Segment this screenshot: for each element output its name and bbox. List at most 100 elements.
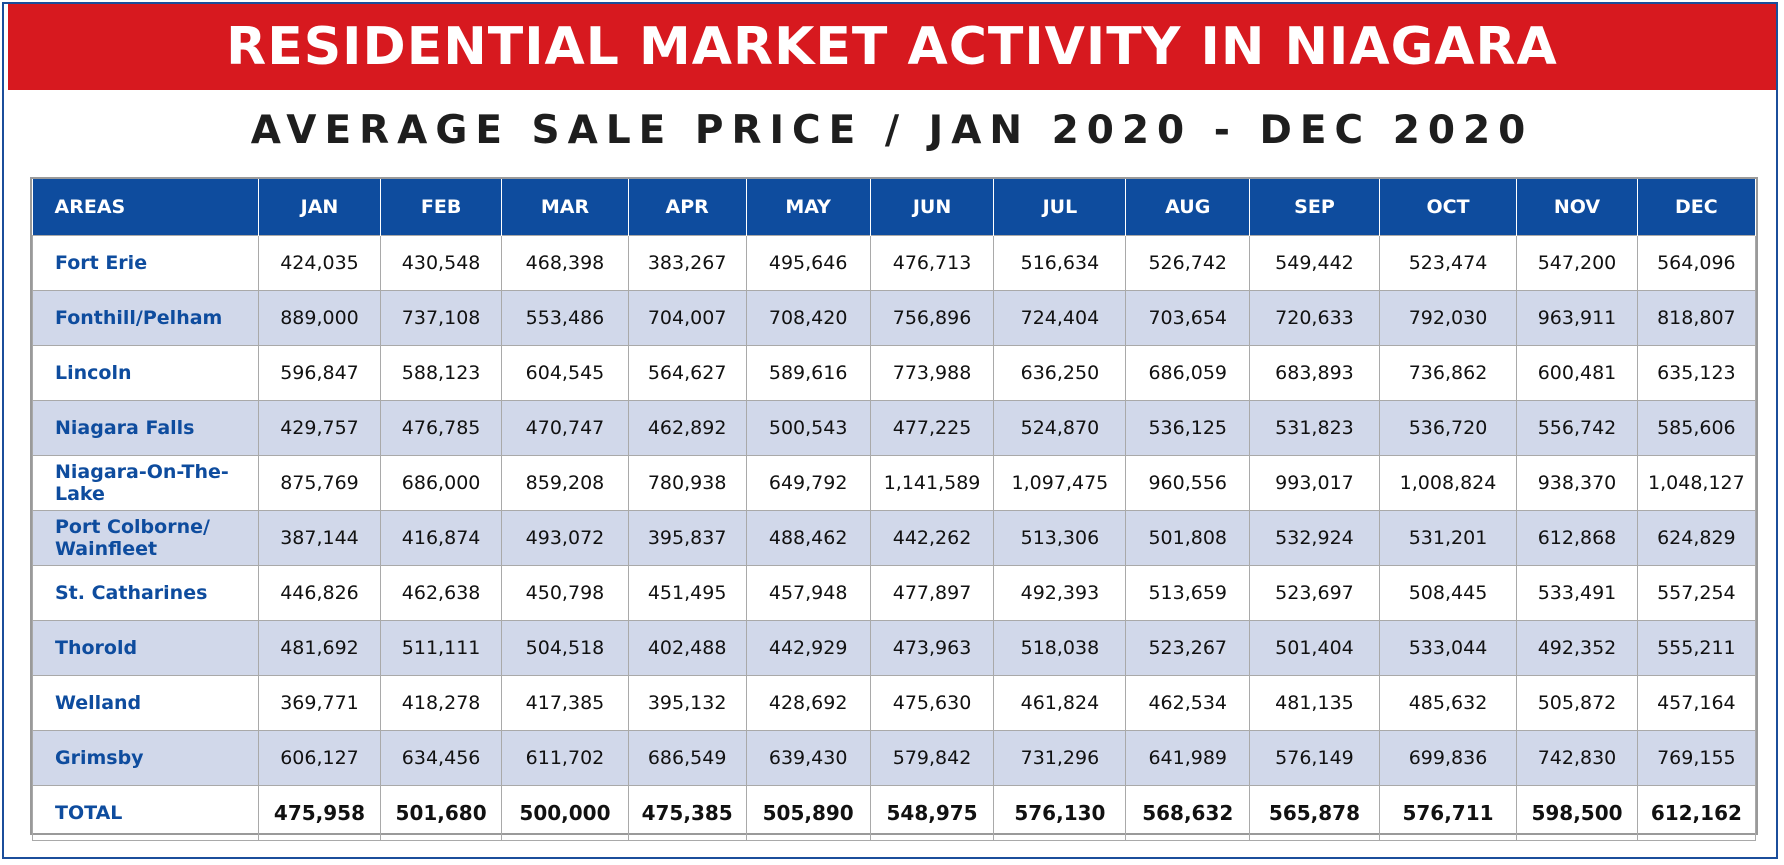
price-cell: 611,702 — [501, 730, 629, 786]
price-cell: 523,697 — [1249, 565, 1380, 621]
price-cell: 604,545 — [501, 345, 629, 401]
price-cell: 505,872 — [1516, 675, 1638, 731]
table-row: Fonthill/Pelham 889,000 737,108 553,486 704,… — [31, 290, 1757, 346]
price-cell: 536,125 — [1125, 400, 1251, 456]
price-cell: 724,404 — [993, 290, 1127, 346]
price-cell: 395,837 — [627, 510, 747, 566]
price-cell: 524,870 — [993, 400, 1127, 456]
price-cell: 549,442 — [1249, 235, 1380, 291]
price-cell: 576,711 — [1378, 785, 1518, 841]
price-cell: 416,874 — [379, 510, 503, 566]
price-cell: 475,630 — [869, 675, 995, 731]
price-cell: 518,038 — [993, 620, 1127, 676]
price-cell: 500,543 — [745, 400, 871, 456]
price-cell: 532,924 — [1249, 510, 1380, 566]
price-cell: 476,785 — [379, 400, 503, 456]
price-cell: 889,000 — [258, 290, 381, 346]
price-cell: 589,616 — [745, 345, 871, 401]
price-cell: 531,823 — [1249, 400, 1380, 456]
price-cell: 468,398 — [501, 235, 629, 291]
price-cell: 470,747 — [501, 400, 629, 456]
price-cell: 516,634 — [993, 235, 1127, 291]
price-cell: 636,250 — [993, 345, 1127, 401]
price-cell: 523,474 — [1378, 235, 1518, 291]
price-cell: 495,646 — [745, 235, 871, 291]
price-cell: 481,135 — [1249, 675, 1380, 731]
price-cell: 960,556 — [1125, 455, 1251, 511]
table-body: Fort Erie 424,035 430,548 468,398 383,267 495… — [31, 235, 1757, 841]
price-cell: 451,495 — [627, 565, 747, 621]
price-cell: 641,989 — [1125, 730, 1251, 786]
price-cell: 475,385 — [627, 785, 747, 841]
price-cell: 792,030 — [1378, 290, 1518, 346]
column-header-sep: SEP — [1249, 179, 1380, 236]
table-row: Port Colborne/ Wainfleet 387,144 416,874 49… — [31, 510, 1757, 566]
price-cell: 457,164 — [1636, 675, 1757, 731]
table-row: Grimsby 606,127 634,456 611,702 686,549 639,4… — [31, 730, 1757, 786]
price-cell: 564,627 — [627, 345, 747, 401]
price-cell: 686,059 — [1125, 345, 1251, 401]
column-header-dec: DEC — [1637, 179, 1757, 236]
price-cell: 475,958 — [258, 785, 381, 841]
price-cell: 731,296 — [993, 730, 1127, 786]
price-cell: 769,155 — [1636, 730, 1757, 786]
column-header-aug: AUG — [1125, 179, 1251, 236]
price-cell: 624,829 — [1636, 510, 1757, 566]
table-row: Niagara-On-The-Lake 875,769 686,000 859,208… — [31, 455, 1757, 511]
price-cell: 501,404 — [1249, 620, 1380, 676]
price-cell: 424,035 — [258, 235, 381, 291]
price-cell: 417,385 — [501, 675, 629, 731]
price-cell: 387,144 — [258, 510, 381, 566]
price-cell: 402,488 — [627, 620, 747, 676]
price-cell: 686,549 — [627, 730, 747, 786]
price-cell: 708,420 — [745, 290, 871, 346]
price-cell: 533,044 — [1378, 620, 1518, 676]
page-subtitle: AVERAGE SALE PRICE / JAN 2020 - DEC 2020 — [250, 108, 1534, 153]
price-cell: 395,132 — [627, 675, 747, 731]
price-cell: 500,000 — [501, 785, 629, 841]
price-cell: 555,211 — [1636, 620, 1757, 676]
price-cell: 588,123 — [379, 345, 503, 401]
price-cell: 568,632 — [1125, 785, 1251, 841]
price-cell: 649,792 — [745, 455, 871, 511]
price-cell: 462,534 — [1125, 675, 1251, 731]
price-cell: 536,720 — [1378, 400, 1518, 456]
column-header-oct: OCT — [1379, 179, 1518, 236]
price-cell: 612,162 — [1636, 785, 1757, 841]
price-cell: 565,878 — [1249, 785, 1380, 841]
column-header-mar: MAR — [501, 179, 629, 236]
price-cell: 548,975 — [869, 785, 995, 841]
price-cell: 513,306 — [993, 510, 1127, 566]
price-cell: 699,836 — [1378, 730, 1518, 786]
price-cell: 457,948 — [745, 565, 871, 621]
price-cell: 442,929 — [745, 620, 871, 676]
area-name: Grimsby — [31, 730, 260, 786]
page-title: RESIDENTIAL MARKET ACTIVITY IN NIAGARA — [8, 4, 1776, 90]
price-cell: 547,200 — [1516, 235, 1638, 291]
area-name: Fonthill/Pelham — [31, 290, 260, 346]
price-cell: 756,896 — [869, 290, 995, 346]
price-cell: 596,847 — [258, 345, 381, 401]
price-cell: 462,892 — [627, 400, 747, 456]
price-cell: 780,938 — [627, 455, 747, 511]
price-cell: 488,462 — [745, 510, 871, 566]
price-cell: 737,108 — [379, 290, 503, 346]
price-cell: 477,225 — [869, 400, 995, 456]
price-cell: 485,632 — [1378, 675, 1518, 731]
price-cell: 461,824 — [993, 675, 1127, 731]
price-cell: 446,826 — [258, 565, 381, 621]
price-cell: 556,742 — [1516, 400, 1638, 456]
column-header-jan: JAN — [258, 179, 381, 236]
price-cell: 526,742 — [1125, 235, 1251, 291]
price-cell: 492,393 — [993, 565, 1127, 621]
price-cell: 818,807 — [1636, 290, 1757, 346]
table-row: Fort Erie 424,035 430,548 468,398 383,267 495… — [31, 235, 1757, 291]
price-cell: 612,868 — [1516, 510, 1638, 566]
price-cell: 553,486 — [501, 290, 629, 346]
price-cell: 533,491 — [1516, 565, 1638, 621]
price-cell: 505,890 — [745, 785, 871, 841]
price-cell: 501,808 — [1125, 510, 1251, 566]
price-cell: 686,000 — [379, 455, 503, 511]
price-cell: 513,659 — [1125, 565, 1251, 621]
price-cell: 523,267 — [1125, 620, 1251, 676]
